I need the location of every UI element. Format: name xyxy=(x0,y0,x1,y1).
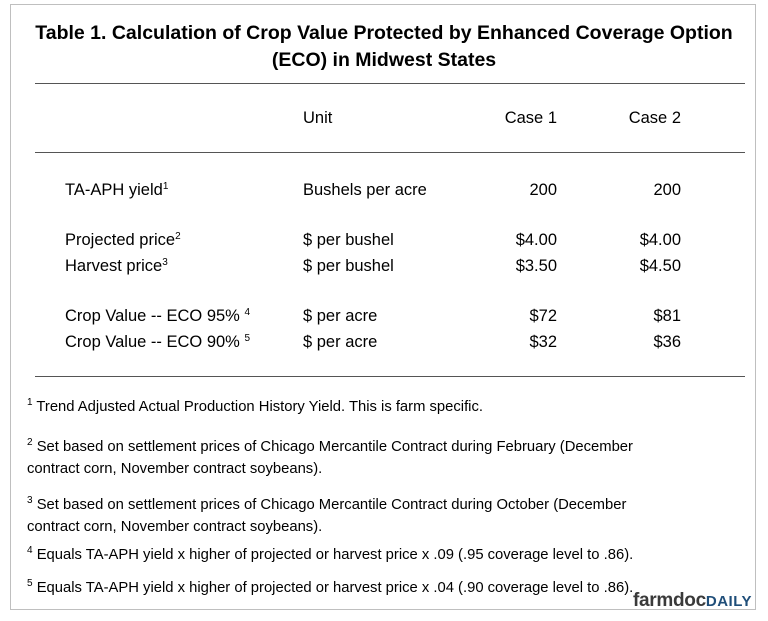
column-header: Case 1 xyxy=(504,109,557,127)
unit: $ per bushel xyxy=(303,257,394,275)
footnote-mark: 2 xyxy=(27,437,33,448)
case-2-value: 200 xyxy=(653,181,681,199)
footnote-text: Trend Adjusted Actual Production History… xyxy=(36,399,483,415)
footnote-line: contract corn, November contract soybean… xyxy=(27,458,633,480)
case-2-value: $36 xyxy=(653,333,681,351)
footnote-text: Set based on settlement prices of Chicag… xyxy=(36,497,627,513)
footnote-text: contract corn, November contract soybean… xyxy=(27,519,323,535)
case-2-value: $81 xyxy=(653,307,681,325)
unit: $ per bushel xyxy=(303,231,394,249)
footnote-text: Equals TA-APH yield x higher of projecte… xyxy=(36,580,634,596)
row-label-text: Crop Value -- ECO 90% xyxy=(65,333,245,351)
row-label: Crop Value -- ECO 90% 5 xyxy=(65,332,250,352)
footnote: 3 Set based on settlement prices of Chic… xyxy=(27,494,626,538)
row-label-text: TA-APH yield xyxy=(65,181,163,199)
unit: $ per acre xyxy=(303,307,378,325)
case-1-value: $32 xyxy=(529,333,557,351)
logo-main: farmdoc xyxy=(633,590,706,611)
case-2-value: $4.50 xyxy=(639,257,681,275)
title: (ECO) in Midwest States xyxy=(271,49,497,71)
footnote: 5 Equals TA-APH yield x higher of projec… xyxy=(27,577,633,599)
column-header: Unit xyxy=(303,109,333,127)
row-label-text: Projected price xyxy=(65,231,176,249)
logo: farmdocDAILY xyxy=(633,590,752,612)
logo-sub: DAILY xyxy=(705,593,752,610)
footnote: 1 Trend Adjusted Actual Production Histo… xyxy=(27,396,483,418)
rule xyxy=(35,83,745,84)
unit: $ per acre xyxy=(303,333,378,351)
row-label: Crop Value -- ECO 95% 4 xyxy=(65,306,250,326)
case-1-value: 200 xyxy=(529,181,557,199)
row-label: Projected price2 xyxy=(65,230,181,250)
rule xyxy=(35,376,745,377)
case-2-value: $4.00 xyxy=(639,231,681,249)
footnote-line: 4 Equals TA-APH yield x higher of projec… xyxy=(27,544,633,566)
footnote-mark: 5 xyxy=(27,578,33,589)
footnote-ref: 4 xyxy=(244,307,250,318)
footnote-ref: 1 xyxy=(162,181,169,192)
footnote-mark: 3 xyxy=(27,495,33,506)
footnote-text: Equals TA-APH yield x higher of projecte… xyxy=(36,547,634,563)
footnote-ref: 5 xyxy=(244,333,250,344)
row-label-text: Crop Value -- ECO 95% xyxy=(65,307,245,325)
case-1-value: $3.50 xyxy=(515,257,557,275)
title: Table 1. Calculation of Crop Value Prote… xyxy=(35,22,733,44)
footnote-line: 3 Set based on settlement prices of Chic… xyxy=(27,494,626,516)
footnote-ref: 2 xyxy=(175,231,181,242)
row-label: TA-APH yield1 xyxy=(65,180,168,200)
footnote-line: 1 Trend Adjusted Actual Production Histo… xyxy=(27,396,483,418)
footnote-line: 5 Equals TA-APH yield x higher of projec… xyxy=(27,577,633,599)
footnote-mark: 1 xyxy=(27,397,33,408)
footnote-line: contract corn, November contract soybean… xyxy=(27,516,626,538)
footnote-line: 2 Set based on settlement prices of Chic… xyxy=(27,436,633,458)
column-header: Case 2 xyxy=(628,109,681,127)
unit: Bushels per acre xyxy=(303,181,427,199)
case-1-value: $72 xyxy=(529,307,557,325)
footnote-ref: 3 xyxy=(162,257,168,268)
footnote-text: Set based on settlement prices of Chicag… xyxy=(36,439,633,455)
footnote-mark: 4 xyxy=(27,545,33,556)
footnote: 2 Set based on settlement prices of Chic… xyxy=(27,436,633,480)
footnote-text: contract corn, November contract soybean… xyxy=(27,461,323,477)
footnote: 4 Equals TA-APH yield x higher of projec… xyxy=(27,544,633,566)
table-frame xyxy=(10,4,756,610)
row-label: Harvest price3 xyxy=(65,256,168,276)
rule xyxy=(35,152,745,153)
row-label-text: Harvest price xyxy=(65,257,163,275)
case-1-value: $4.00 xyxy=(515,231,557,249)
